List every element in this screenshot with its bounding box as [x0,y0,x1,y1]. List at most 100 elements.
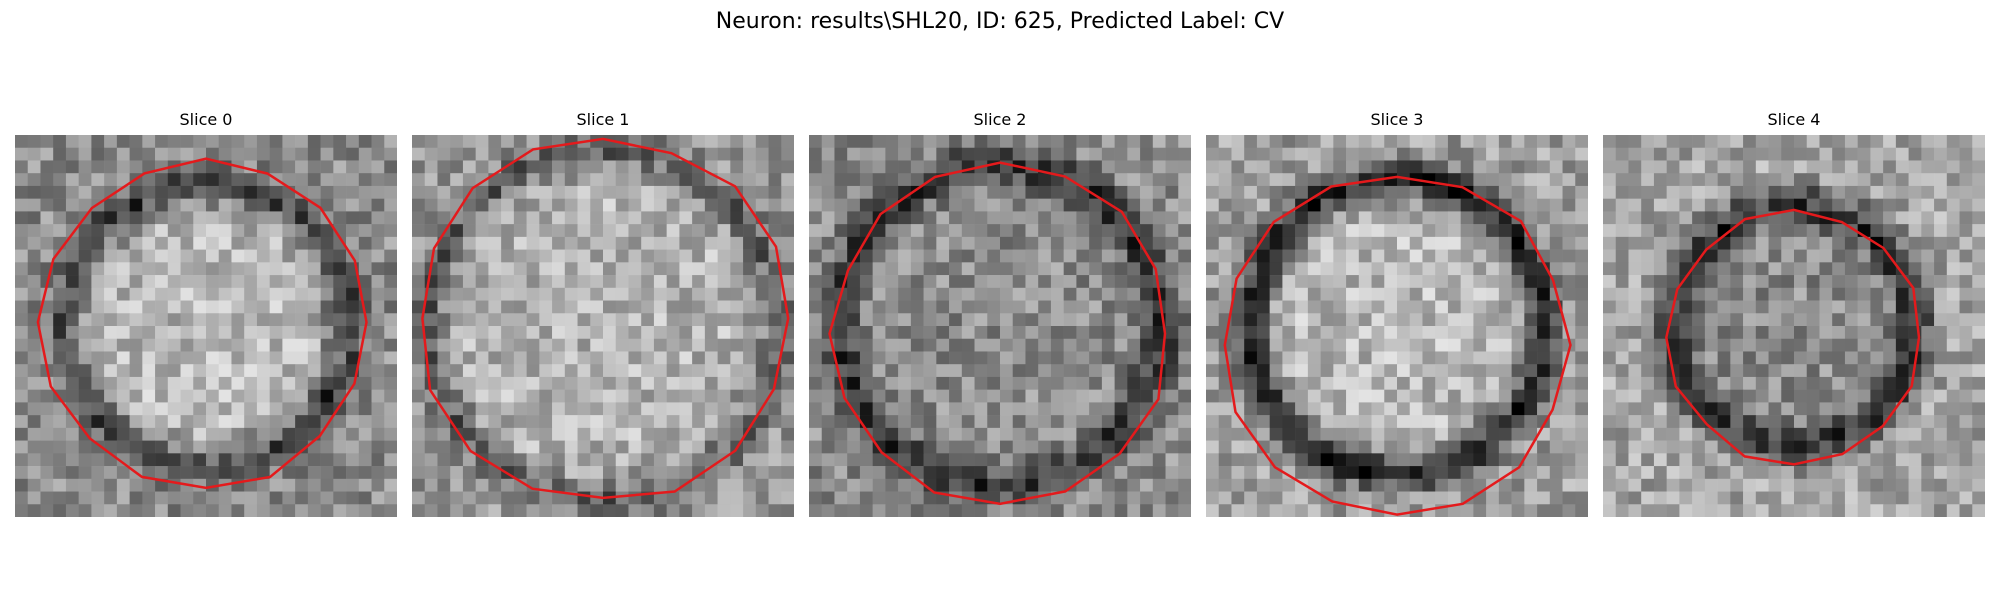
pixel [488,389,502,403]
pixel [539,338,553,352]
pixel [1152,466,1166,480]
pixel [1127,491,1141,505]
pixel [116,135,130,149]
pixel [1244,211,1258,225]
pixel [1972,466,1985,480]
pixel [1653,135,1667,149]
pixel [768,415,782,429]
pixel [628,300,642,314]
pixel [180,415,194,429]
pixel [898,402,912,416]
pixel [1447,364,1461,378]
pixel [704,249,718,263]
pixel [1692,491,1706,505]
pixel [15,160,29,174]
pixel [679,173,693,187]
pixel [552,376,566,390]
pixel [1218,453,1232,467]
pixel [218,249,232,263]
pixel [27,185,41,199]
pixel [1921,211,1935,225]
pixel [358,478,372,492]
pixel [552,160,566,174]
pixel [603,440,617,454]
pixel [91,160,105,174]
pixel [743,326,757,340]
pixel [1511,173,1525,187]
pixel [1717,389,1731,403]
pixel [615,147,629,161]
pixel [1692,249,1706,263]
pixel [1473,249,1487,263]
pixel [333,300,347,314]
pixel [898,389,912,403]
pixel [1346,313,1360,327]
pixel [155,504,169,517]
pixel [1012,351,1026,365]
pixel [180,287,194,301]
pixel [768,160,782,174]
pixel [450,338,464,352]
pixel [641,224,655,238]
pixel [898,135,912,149]
pixel [1511,338,1525,352]
pixel [1717,402,1731,416]
pixel [167,300,181,314]
pixel [333,338,347,352]
pixel [320,453,334,467]
pixel [1486,236,1500,250]
pixel [1447,427,1461,441]
pixel [821,224,835,238]
pixel [269,287,283,301]
pixel [1870,491,1884,505]
pixel [40,249,54,263]
pixel [590,275,604,289]
pixel [1397,236,1411,250]
pixel [1781,287,1795,301]
pixel [1140,211,1154,225]
pixel [1844,466,1858,480]
pixel [462,211,476,225]
pixel [1615,262,1629,276]
pixel [218,147,232,161]
pixel [704,262,718,276]
pixel [1692,160,1706,174]
pixel [755,135,769,149]
pixel [1934,313,1948,327]
pixel [282,275,296,289]
pixel [1921,491,1935,505]
pixel [1972,147,1985,161]
pixel [1562,211,1576,225]
pixel [1946,338,1960,352]
pixel [1447,313,1461,327]
pixel [155,466,169,480]
pixel [488,135,502,149]
pixel [1615,478,1629,492]
pixel [1460,338,1474,352]
pixel [743,275,757,289]
pixel [65,211,79,225]
pixel [898,351,912,365]
pixel [1692,135,1706,149]
pixel [193,249,207,263]
pixel [65,249,79,263]
pixel [755,338,769,352]
pixel [1178,211,1191,225]
pixel [412,478,426,492]
pixel [1895,313,1909,327]
pixel [653,224,667,238]
pixel [104,185,118,199]
pixel [1972,313,1985,327]
pixel [1320,160,1334,174]
pixel [1320,338,1334,352]
pixel [615,224,629,238]
pixel [1435,198,1449,212]
pixel [872,198,886,212]
pixel [1447,504,1461,517]
pixel [218,440,232,454]
pixel [1819,389,1833,403]
pixel [1549,313,1563,327]
pixel [936,198,950,212]
pixel [155,491,169,505]
pixel [628,147,642,161]
